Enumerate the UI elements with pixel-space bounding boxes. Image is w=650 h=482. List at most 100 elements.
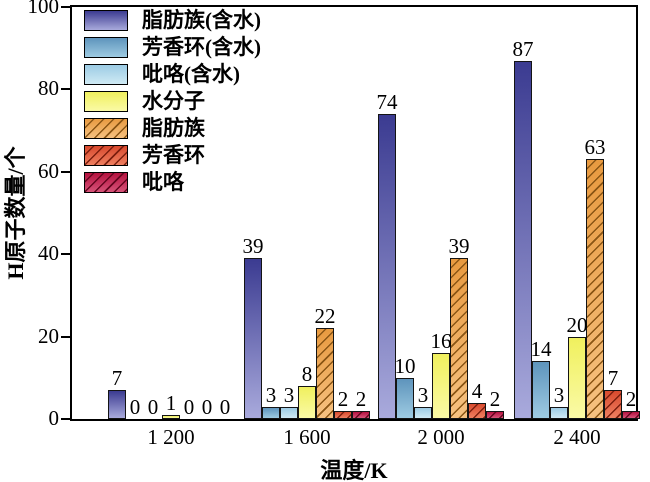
legend-swatch [84, 118, 128, 139]
bar-吡咯(含水)-1600 [280, 406, 298, 419]
bar-slot: 0 [126, 7, 144, 419]
bar-value-label: 3 [283, 382, 295, 407]
bar-芳香环-2000 [468, 402, 486, 419]
legend-item: 吡咯 [84, 172, 261, 193]
legend-label: 脂肪族(含水) [142, 8, 261, 32]
bar-脂肪族-2000 [450, 258, 468, 419]
bar-slot: 39 [448, 7, 470, 419]
legend-label: 脂肪族 [142, 116, 205, 140]
y-tick-label: 80 [38, 76, 59, 101]
y-tick-mark [61, 418, 70, 420]
bar-芳香环(含水)-2400 [532, 361, 550, 419]
bar-吡咯-2000 [486, 410, 504, 419]
bar-value-label: 0 [183, 395, 195, 419]
y-tick-label: 40 [38, 241, 59, 266]
bar-value-label: 2 [489, 386, 501, 411]
bar-slot: 0 [216, 7, 234, 419]
bar-slot: 10 [394, 7, 416, 419]
bar-slot: 3 [262, 7, 280, 419]
bar-slot: 4 [468, 7, 486, 419]
bar-value-label: 0 [147, 395, 159, 419]
bar-slot: 0 [180, 7, 198, 419]
bar-slot: 74 [377, 7, 398, 419]
bar-value-label: 3 [553, 382, 565, 407]
bar-value-label: 2 [355, 386, 367, 411]
bar-slot: 20 [567, 7, 588, 419]
legend-swatch [84, 145, 128, 166]
plot-area: 脂肪族(含水) 芳香环(含水) 吡咯(含水) 水分子 脂肪族 芳香环 吡咯 0 20 40 60 8… [28, 0, 640, 429]
bar-slot: 0 [198, 7, 216, 419]
legend-item: 水分子 [84, 91, 261, 112]
legend-swatch [84, 10, 128, 31]
bar-group-2400: 87 14 3 20 63 7 2 [513, 7, 640, 419]
legend-swatch [84, 91, 128, 112]
x-tick-label: 2 000 [417, 425, 465, 449]
bar-value-label: 0 [129, 395, 141, 419]
bar-value-label: 7 [111, 366, 123, 391]
legend-item: 芳香环 [84, 145, 261, 166]
legend-swatch [84, 172, 128, 193]
y-tick-label: 20 [38, 323, 59, 348]
bar-水分子-1600 [298, 386, 316, 419]
bar-slot: 14 [530, 7, 552, 419]
bar-slot: 3 [280, 7, 298, 419]
bar-芳香环-2400 [604, 390, 622, 419]
bar-脂肪族-1600 [316, 328, 334, 419]
bar-value-label: 10 [394, 353, 416, 378]
bar-slot: 2 [622, 7, 640, 419]
y-tick-mark [61, 88, 70, 91]
bar-slot: 2 [334, 7, 352, 419]
bar-slot: 16 [431, 7, 452, 419]
y-tick-label: 60 [38, 158, 59, 183]
legend-item: 芳香环(含水) [84, 37, 261, 58]
bar-吡咯-2400 [622, 410, 640, 419]
bar-脂肪族(含水)-2400 [514, 60, 532, 419]
bar-slot: 22 [314, 7, 336, 419]
y-tick-mark [61, 335, 70, 338]
bar-value-label: 39 [448, 234, 470, 259]
legend-label: 吡咯 [142, 170, 184, 194]
bar-芳香环(含水)-2000 [396, 377, 414, 419]
bar-脂肪族-2400 [586, 159, 604, 419]
bar-脂肪族(含水)-2000 [378, 114, 396, 419]
y-tick-mark [61, 170, 70, 173]
bar-value-label: 0 [201, 395, 213, 419]
bar-value-label: 22 [314, 304, 336, 329]
bar-脂肪族(含水)-1600 [244, 258, 262, 419]
legend: 脂肪族(含水) 芳香环(含水) 吡咯(含水) 水分子脂肪族芳香环吡咯 [84, 10, 261, 199]
legend-item: 脂肪族 [84, 118, 261, 139]
bar-slot: 63 [584, 7, 606, 419]
bar-value-label: 3 [265, 382, 277, 407]
bar-group-1600: 39 3 3 8 22 2 2 [243, 7, 370, 419]
bar-value-label: 4 [471, 378, 483, 403]
bar-slot: 1 [162, 7, 180, 419]
legend-label: 水分子 [142, 89, 205, 113]
y-tick-mark [61, 6, 70, 8]
x-tick-label: 2 400 [553, 425, 601, 449]
legend-item: 吡咯(含水) [84, 64, 261, 85]
x-tick-label: 1 200 [147, 425, 195, 449]
bar-吡咯(含水)-2400 [550, 406, 568, 419]
bar-吡咯(含水)-2000 [414, 406, 432, 419]
bar-脂肪族(含水)-1200 [108, 390, 126, 419]
bar-slot: 87 [513, 7, 534, 419]
bar-slot: 7 [108, 7, 126, 419]
bar-value-label: 14 [530, 337, 552, 362]
y-tick-mark [61, 253, 70, 256]
y-axis-title: H原子数量/个 [3, 146, 28, 280]
x-tick-label: 1 600 [283, 425, 331, 449]
bar-value-label: 8 [301, 362, 313, 387]
bar-水分子-2400 [568, 336, 586, 419]
bar-slot: 7 [604, 7, 622, 419]
bar-吡咯-1600 [352, 410, 370, 419]
legend-label: 芳香环 [142, 143, 205, 167]
bar-slot: 2 [486, 7, 504, 419]
bar-value-label: 2 [625, 386, 637, 411]
legend-item: 脂肪族(含水) [84, 10, 261, 31]
bar-value-label: 63 [584, 135, 606, 160]
bar-芳香环-1600 [334, 410, 352, 419]
bar-水分子-2000 [432, 353, 450, 419]
bar-slot: 39 [243, 7, 264, 419]
bar-slot: 8 [298, 7, 316, 419]
